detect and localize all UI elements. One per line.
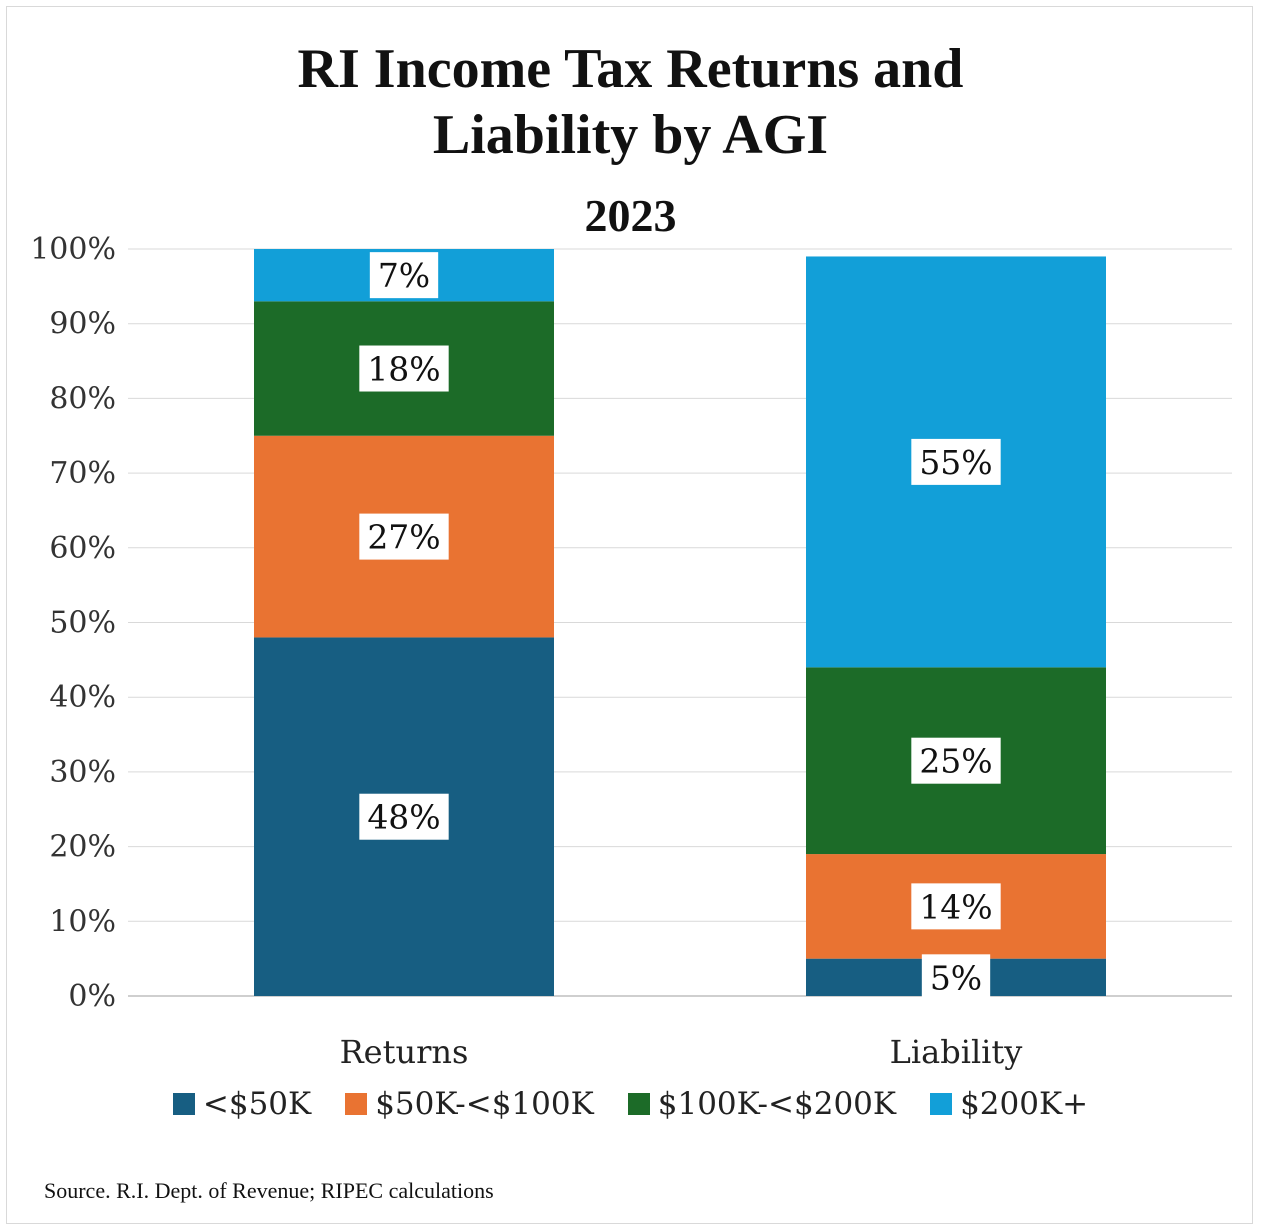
data-labels: 48% 27% 18% 7% 5% 14% 25% 55% bbox=[359, 252, 1001, 1001]
y-axis-ticks: 0% 10% 20% 30% 40% 50% 60% 70% 80% 90% 100% bbox=[30, 232, 116, 1014]
y-tick-label: 30% bbox=[49, 755, 116, 790]
x-category-label: Returns bbox=[340, 1033, 469, 1071]
legend-swatch bbox=[345, 1093, 368, 1115]
svg-text:14%: 14% bbox=[919, 887, 992, 926]
y-tick-label: 20% bbox=[49, 830, 116, 865]
svg-text:18%: 18% bbox=[367, 350, 440, 389]
data-label: 14% bbox=[911, 883, 1001, 930]
x-category-label: Liability bbox=[890, 1033, 1023, 1071]
data-label-box bbox=[911, 737, 1001, 784]
svg-text:27%: 27% bbox=[367, 518, 440, 557]
data-label: 55% bbox=[911, 438, 1001, 485]
data-label: 5% bbox=[921, 954, 991, 1001]
legend-item: <$50K bbox=[172, 1086, 312, 1122]
data-label: 7% bbox=[369, 252, 439, 299]
legend-label: $200K+ bbox=[960, 1086, 1089, 1122]
legend-label: $100K-<$200K bbox=[657, 1086, 897, 1122]
chart-title-line-2: Liability by AGI bbox=[432, 104, 829, 166]
data-label: 18% bbox=[359, 345, 449, 392]
chart-title-line-1: RI Income Tax Returns and bbox=[297, 38, 964, 100]
y-tick-label: 10% bbox=[49, 904, 116, 939]
x-axis-categories: Returns Liability bbox=[340, 1033, 1023, 1071]
legend-label: $50K-<$100K bbox=[375, 1086, 594, 1122]
legend-item: $50K-<$100K bbox=[345, 1086, 594, 1122]
source-note: Source. R.I. Dept. of Revenue; RIPEC cal… bbox=[44, 1178, 494, 1203]
data-label-box bbox=[359, 793, 449, 840]
y-tick-label: 70% bbox=[49, 456, 116, 491]
y-tick-label: 80% bbox=[49, 381, 116, 416]
legend-item: $200K+ bbox=[930, 1086, 1088, 1122]
svg-text:25%: 25% bbox=[919, 742, 992, 781]
legend-swatch bbox=[930, 1093, 953, 1115]
svg-text:5%: 5% bbox=[930, 958, 982, 997]
data-label-box bbox=[359, 345, 449, 392]
data-label-box bbox=[359, 513, 449, 560]
chart-title: RI Income Tax Returns and Liability by A… bbox=[0, 36, 1261, 168]
legend-swatch bbox=[172, 1093, 195, 1115]
data-label-box bbox=[921, 954, 991, 1001]
chart-subtitle: 2023 bbox=[584, 190, 677, 241]
y-tick-label: 40% bbox=[49, 680, 116, 715]
svg-text:7%: 7% bbox=[378, 256, 430, 295]
svg-text:55%: 55% bbox=[919, 443, 992, 482]
data-label: 25% bbox=[911, 737, 1001, 784]
data-label-box bbox=[911, 883, 1001, 930]
data-label-box bbox=[369, 252, 439, 299]
y-tick-label: 0% bbox=[68, 979, 116, 1014]
data-label-box bbox=[911, 438, 1001, 485]
y-tick-label: 60% bbox=[49, 531, 116, 566]
legend-swatch bbox=[627, 1093, 650, 1115]
data-label: 48% bbox=[359, 793, 449, 840]
legend: <$50K $50K-<$100K $100K-<$200K $200K+ bbox=[0, 1086, 1261, 1122]
svg-text:48%: 48% bbox=[367, 798, 440, 837]
y-tick-label: 50% bbox=[49, 606, 116, 641]
data-label: 27% bbox=[359, 513, 449, 560]
legend-label: <$50K bbox=[202, 1086, 312, 1122]
y-tick-label: 90% bbox=[49, 307, 116, 342]
y-tick-label: 100% bbox=[30, 232, 116, 267]
legend-item: $100K-<$200K bbox=[627, 1086, 897, 1122]
